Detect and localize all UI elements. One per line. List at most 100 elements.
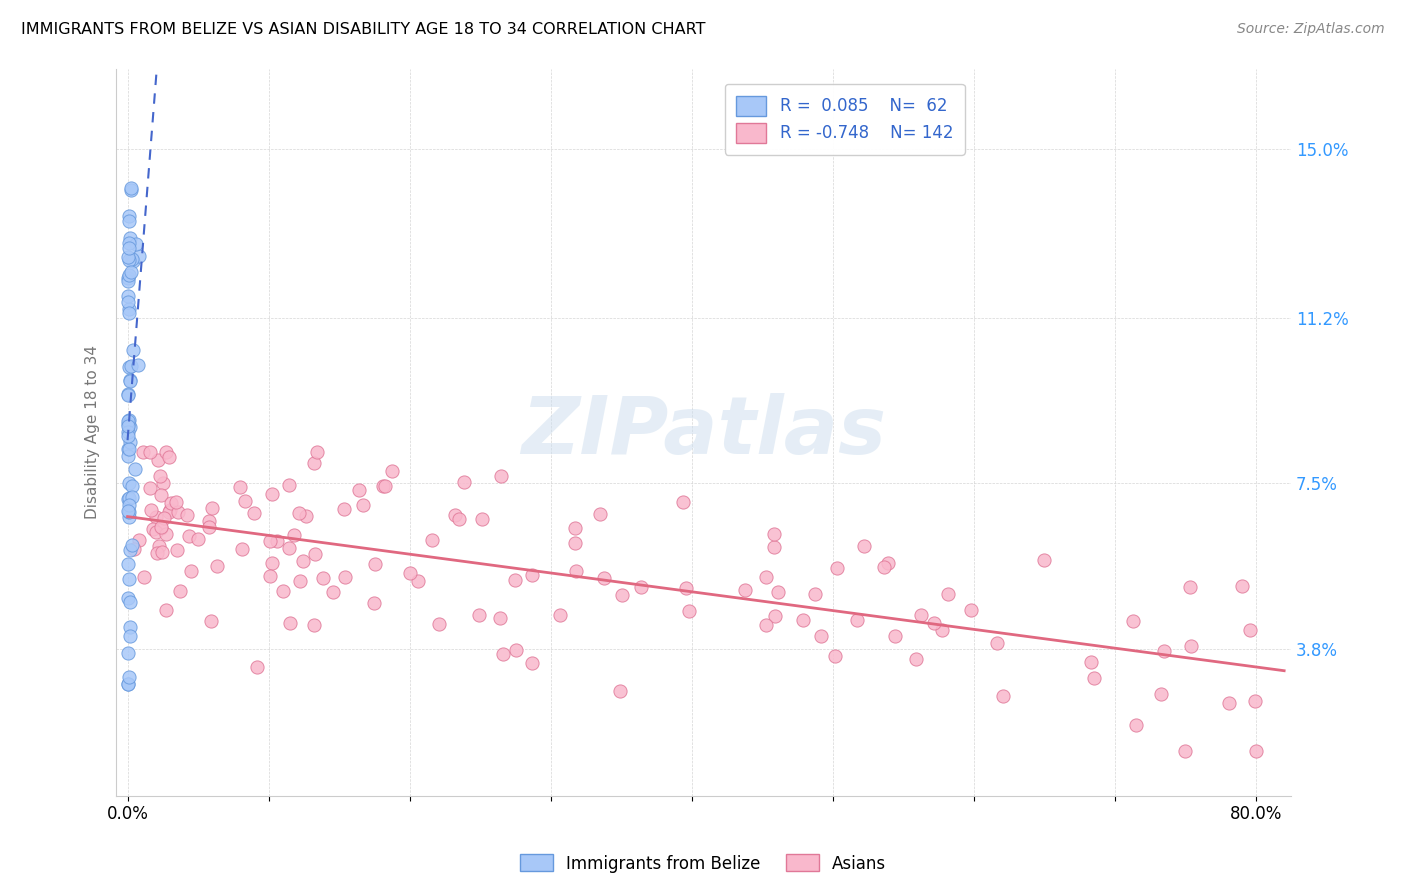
Point: [120, 629, 142, 643]
Point: [259, 533, 281, 548]
Point: [259, 569, 281, 583]
Point: [371, 479, 394, 493]
Point: [125, 236, 148, 251]
Point: [117, 491, 139, 506]
Point: [152, 476, 174, 491]
Point: [1125, 718, 1147, 732]
Point: [283, 528, 305, 542]
Point: [117, 591, 139, 605]
Point: [260, 487, 283, 501]
Point: [142, 522, 165, 536]
Point: [132, 570, 155, 584]
Point: [131, 445, 153, 459]
Point: [117, 295, 139, 310]
Legend: R =  0.085    N=  62, R = -0.748    N= 142: R = 0.085 N= 62, R = -0.748 N= 142: [724, 84, 965, 155]
Point: [117, 646, 139, 660]
Point: [755, 617, 778, 632]
Point: [120, 181, 142, 195]
Point: [118, 374, 141, 388]
Point: [1244, 744, 1267, 758]
Point: [468, 608, 491, 623]
Point: [117, 429, 139, 443]
Point: [157, 505, 180, 519]
Point: [233, 493, 256, 508]
Point: [176, 508, 198, 523]
Point: [124, 462, 146, 476]
Point: [278, 478, 301, 492]
Point: [118, 306, 141, 320]
Point: [117, 557, 139, 571]
Point: [322, 584, 344, 599]
Point: [931, 623, 953, 637]
Point: [1121, 615, 1143, 629]
Text: ZIPatlas: ZIPatlas: [522, 393, 886, 471]
Point: [262, 556, 284, 570]
Point: [159, 496, 181, 510]
Point: [610, 588, 633, 602]
Point: [201, 501, 224, 516]
Point: [128, 250, 150, 264]
Point: [117, 504, 139, 518]
Point: [422, 533, 444, 547]
Point: [179, 529, 201, 543]
Point: [117, 301, 139, 316]
Point: [1178, 580, 1201, 594]
Point: [589, 507, 612, 521]
Point: [824, 648, 846, 663]
Point: [311, 571, 333, 585]
Point: [678, 604, 700, 618]
Point: [165, 494, 187, 508]
Point: [120, 359, 142, 373]
Point: [873, 560, 896, 574]
Point: [246, 660, 269, 674]
Point: [453, 475, 475, 489]
Point: [810, 629, 832, 643]
Point: [304, 456, 326, 470]
Point: [352, 498, 374, 512]
Point: [205, 559, 228, 574]
Point: [1149, 687, 1171, 701]
Point: [128, 533, 150, 548]
Point: [846, 613, 869, 627]
Point: [118, 620, 141, 634]
Point: [675, 581, 697, 595]
Point: [159, 502, 181, 516]
Point: [118, 670, 141, 684]
Point: [150, 488, 173, 502]
Point: [118, 442, 141, 457]
Point: [363, 596, 385, 610]
Point: [792, 613, 814, 627]
Point: [198, 520, 221, 534]
Point: [1032, 553, 1054, 567]
Point: [122, 541, 145, 556]
Point: [280, 616, 302, 631]
Point: [139, 481, 162, 495]
Point: [243, 506, 266, 520]
Point: [118, 572, 141, 586]
Point: [148, 539, 170, 553]
Point: [121, 490, 143, 504]
Point: [150, 544, 173, 558]
Point: [1153, 644, 1175, 658]
Point: [910, 607, 932, 622]
Point: [288, 574, 311, 588]
Point: [427, 616, 450, 631]
Point: [292, 554, 315, 568]
Point: [304, 618, 326, 632]
Point: [117, 418, 139, 433]
Point: [905, 651, 928, 665]
Point: [117, 476, 139, 491]
Point: [117, 677, 139, 691]
Point: [1230, 579, 1253, 593]
Point: [117, 387, 139, 401]
Point: [1180, 639, 1202, 653]
Point: [117, 271, 139, 285]
Point: [877, 557, 900, 571]
Point: [1244, 693, 1267, 707]
Point: [295, 508, 318, 523]
Point: [609, 684, 631, 698]
Point: [152, 511, 174, 525]
Point: [564, 564, 586, 578]
Point: [198, 514, 221, 528]
Point: [1239, 623, 1261, 637]
